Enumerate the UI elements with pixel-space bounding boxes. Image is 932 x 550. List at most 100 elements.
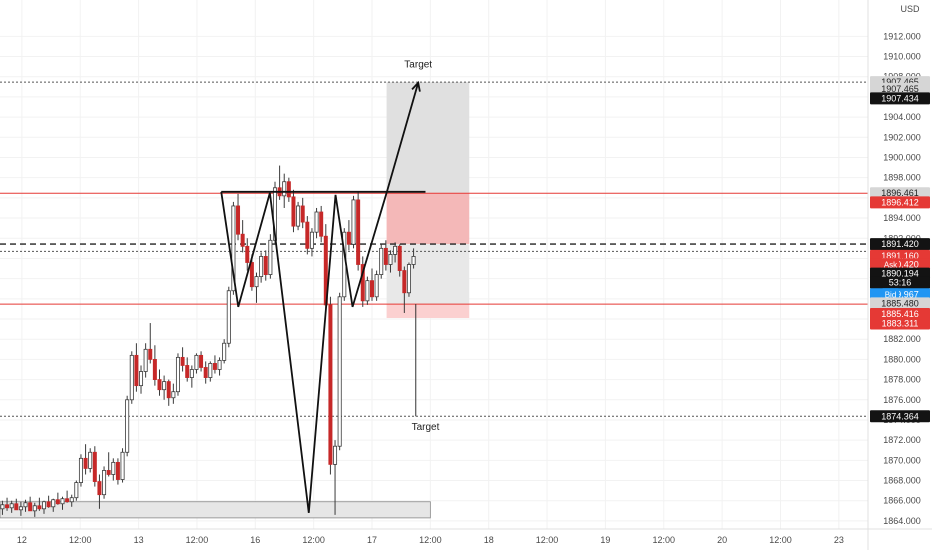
candle-body-88 — [406, 264, 411, 294]
candle-body-42 — [194, 354, 199, 370]
candle-body-25 — [115, 461, 120, 480]
candle-body-75 — [346, 231, 351, 245]
candle-body-62 — [286, 181, 291, 198]
candles — [0, 165, 416, 517]
candle-body-11 — [51, 499, 56, 508]
candle-body-33 — [152, 358, 157, 380]
zone-1 — [386, 193, 470, 245]
time-tick-label-12: 20 — [717, 535, 727, 545]
candle-body-55 — [254, 276, 259, 288]
target-label-0: Target — [404, 60, 432, 71]
price-tick-label-15: 1894.000 — [883, 213, 921, 223]
candle-body-84 — [388, 254, 393, 265]
price-tick-label-1: 1866.000 — [883, 496, 921, 506]
time-tick-label-7: 12:00 — [419, 535, 442, 545]
time-axis[interactable]: 12 12:00 13 12:00 16 12:00 17 12:00 18 12:00 19 12:… — [17, 535, 844, 545]
price-tag-bg-4 — [870, 196, 930, 209]
price-tag-value-6: 1891.160 — [881, 251, 919, 261]
candle-body-66 — [305, 221, 310, 249]
price-tag-value-1: 1907.465 — [881, 84, 919, 94]
price-tick-label-3: 1870.000 — [883, 455, 921, 465]
price-tag-8: 1890.194 — [870, 267, 930, 280]
candle-body-16 — [74, 482, 79, 499]
price-tick-label-19: 1902.000 — [883, 132, 921, 142]
candle-body-27 — [125, 399, 130, 453]
candle-body-9 — [42, 501, 47, 510]
candle-body-48 — [222, 342, 227, 361]
price-tick-label-17: 1898.000 — [883, 173, 921, 183]
candle-body-47 — [217, 360, 222, 370]
price-tag-value-12: 1885.416 — [881, 309, 919, 319]
time-tick-label-4: 16 — [250, 535, 260, 545]
currency-label: USD — [900, 4, 920, 14]
candle-body-41 — [189, 369, 194, 378]
time-tick-label-0: 12 — [17, 535, 27, 545]
price-tick-label-24: 1912.000 — [883, 31, 921, 41]
candle-body-34 — [157, 379, 162, 391]
price-tag-prefix-7: Ask — [884, 260, 898, 269]
target-up-arrowhead — [411, 80, 421, 92]
candle-body-71 — [328, 304, 333, 465]
candle-body-4 — [18, 506, 23, 511]
candle-body-15 — [69, 497, 74, 503]
price-tag-bg-1 — [870, 82, 930, 95]
candle-body-13 — [60, 498, 65, 505]
candle-body-53 — [245, 245, 250, 263]
price-tag-value-2: 1907.434 — [881, 93, 919, 103]
candle-body-49 — [226, 290, 231, 344]
candle-body-77 — [356, 199, 361, 265]
candle-body-80 — [369, 280, 374, 298]
candle-body-23 — [106, 470, 111, 475]
candle-body-26 — [120, 451, 125, 480]
time-tick-label-14: 23 — [834, 535, 844, 545]
candle-body-6 — [28, 502, 33, 512]
price-tag-bg-9 — [870, 276, 930, 289]
candle-body-44 — [203, 367, 208, 378]
candle-body-56 — [259, 256, 264, 278]
candle-body-28 — [129, 354, 134, 401]
zone-4 — [0, 501, 431, 519]
candle-body-2 — [9, 503, 14, 509]
candle-body-29 — [134, 354, 139, 387]
zone-2 — [386, 304, 470, 319]
candle-body-76 — [351, 199, 356, 245]
price-tick-label-20: 1904.000 — [883, 112, 921, 122]
price-tags: 1907.4651907.4651907.4341896.4611896.412… — [870, 76, 930, 423]
candle-body-40 — [185, 365, 190, 378]
candle-body-36 — [166, 381, 171, 399]
candle-body-57 — [263, 256, 268, 275]
price-tag-value-7: 1890.420 — [881, 259, 919, 269]
price-tag-value-0: 1907.465 — [881, 77, 919, 87]
price-tick-label-7: 1878.000 — [883, 375, 921, 385]
time-tick-label-3: 12:00 — [186, 535, 209, 545]
candle-body-12 — [55, 499, 60, 505]
candle-body-10 — [46, 501, 51, 508]
price-tag-value-14: 1874.364 — [881, 411, 919, 421]
candle-body-68 — [314, 211, 319, 233]
candle-body-38 — [175, 356, 180, 393]
candle-body-65 — [300, 205, 305, 223]
price-tag-value-4: 1896.412 — [881, 197, 919, 207]
price-tag-value-5: 1891.420 — [881, 239, 919, 249]
price-tick-label-23: 1910.000 — [883, 52, 921, 62]
candle-body-7 — [32, 505, 37, 512]
candle-body-72 — [333, 445, 338, 465]
price-tag-bg-14 — [870, 410, 930, 423]
price-tag-5: 1891.420 — [870, 238, 930, 251]
price-tag-value-9: 53:16 — [889, 278, 912, 288]
candle-body-21 — [97, 481, 102, 496]
time-tick-label-2: 13 — [134, 535, 144, 545]
candle-body-18 — [83, 457, 88, 469]
price-tag-4: 1896.412 — [870, 196, 930, 209]
zone-0 — [386, 82, 470, 194]
pattern-path — [220, 82, 420, 513]
price-tick-label-0: 1864.000 — [883, 516, 921, 526]
candle-body-82 — [379, 247, 384, 275]
candle-body-39 — [180, 356, 185, 366]
candle-body-5 — [23, 502, 28, 508]
price-tag-prefix-bg-7 — [882, 258, 899, 271]
candle-body-78 — [360, 264, 365, 302]
price-tag-2: 1907.434 — [870, 92, 930, 105]
candle-body-8 — [37, 505, 42, 510]
